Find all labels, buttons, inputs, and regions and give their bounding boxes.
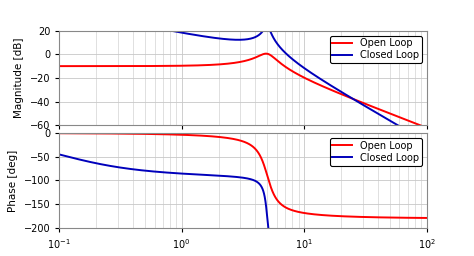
Open Loop <box>225 62 231 65</box>
Open Loop <box>413 216 419 219</box>
Line: Open Loop: Open Loop <box>59 133 427 218</box>
Open Loop <box>235 138 241 142</box>
Open Loop <box>225 136 231 140</box>
Open Loop <box>424 126 429 129</box>
Closed Loop <box>225 38 231 41</box>
Closed Loop <box>56 11 62 14</box>
Open Loop <box>235 61 241 64</box>
Closed Loop <box>75 158 81 161</box>
Open Loop <box>56 132 62 135</box>
Closed Loop <box>75 14 81 17</box>
Legend: Open Loop, Closed Loop: Open Loop, Closed Loop <box>329 138 422 166</box>
Open Loop <box>263 52 269 55</box>
Open Loop <box>424 216 429 219</box>
Open Loop <box>75 65 81 68</box>
Closed Loop <box>413 134 419 137</box>
Open Loop <box>413 122 419 125</box>
Closed Loop <box>235 176 241 179</box>
Y-axis label: Phase [deg]: Phase [deg] <box>8 149 18 211</box>
Closed Loop <box>225 175 231 178</box>
Closed Loop <box>235 38 241 41</box>
Closed Loop <box>413 134 419 137</box>
Open Loop <box>413 122 419 125</box>
Open Loop <box>413 216 419 219</box>
Y-axis label: Magnitude [dB]: Magnitude [dB] <box>14 38 24 118</box>
Open Loop <box>56 65 62 68</box>
Closed Loop <box>346 95 351 98</box>
Closed Loop <box>424 141 429 144</box>
Line: Closed Loop: Closed Loop <box>59 13 427 142</box>
Line: Open Loop: Open Loop <box>59 54 427 128</box>
Line: Closed Loop: Closed Loop <box>59 154 427 256</box>
Open Loop <box>346 215 351 218</box>
Legend: Open Loop, Closed Loop: Open Loop, Closed Loop <box>329 36 422 63</box>
Closed Loop <box>56 153 62 156</box>
Open Loop <box>75 132 81 135</box>
Open Loop <box>346 96 352 99</box>
